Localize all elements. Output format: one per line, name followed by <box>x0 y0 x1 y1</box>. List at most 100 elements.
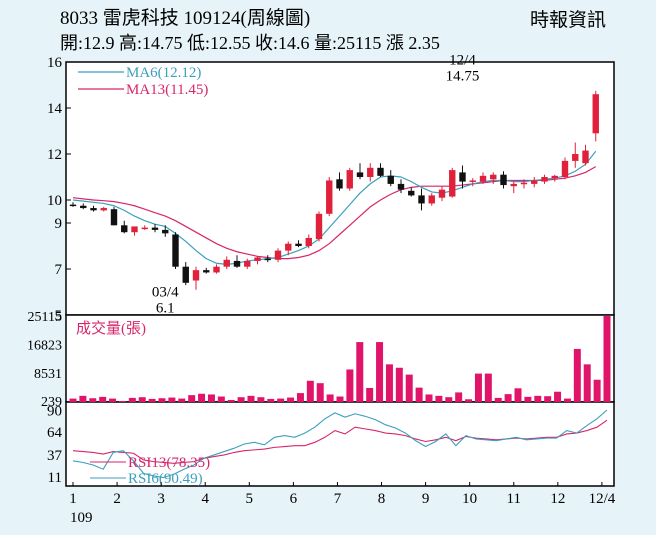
candle-body <box>572 154 579 161</box>
volume-bar <box>217 396 225 402</box>
price-legend: MA6(12.12)MA13(11.45) <box>78 65 208 98</box>
volume-tick-label: 16823 <box>27 338 62 353</box>
ma6-line <box>72 150 597 266</box>
price-annotation: 03/4 <box>152 285 179 301</box>
volume-tick-label: 239 <box>41 395 62 410</box>
volume-panel <box>65 314 615 403</box>
candle-body <box>367 167 374 177</box>
candle-body <box>449 170 456 197</box>
candle-body <box>172 234 179 267</box>
volume-bar <box>573 348 581 402</box>
rsi-tick-label: 90 <box>47 403 62 419</box>
price-annotation: 14.75 <box>446 68 480 84</box>
volume-bar <box>425 394 433 402</box>
candle-body <box>551 175 558 179</box>
candle-body <box>110 209 118 226</box>
rsi-tick-label: 64 <box>47 425 63 441</box>
volume-bar <box>356 342 364 402</box>
price-tick-label: 7 <box>55 262 63 278</box>
volume-bar <box>89 398 97 402</box>
x-axis-ticks: 1 2 3 4 5 6 7 8 9 10 11 12 12/4 <box>69 482 616 507</box>
candle-body <box>121 225 128 233</box>
x-tick-label: 12 <box>550 491 565 507</box>
candle-body <box>192 270 200 281</box>
price-tick-label: 10 <box>47 193 62 209</box>
price-annotation: 12/4 <box>449 52 476 68</box>
candle-body <box>418 195 425 204</box>
volume-title: 成交量(張) <box>76 319 146 337</box>
rsi-legend-label: RSI6(90.49) <box>128 471 203 487</box>
x-tick-label: 12/4 <box>589 491 616 507</box>
price-tick-label: 9 <box>55 216 63 232</box>
volume-bar <box>474 373 482 402</box>
volume-bar <box>158 398 166 402</box>
volume-bar <box>583 364 591 402</box>
candle-body <box>151 227 159 230</box>
candle-body <box>315 213 323 240</box>
candle-body <box>295 243 302 246</box>
volume-bar <box>128 397 136 402</box>
candle-body <box>397 183 405 190</box>
volume-bar <box>118 400 126 402</box>
volume-bar <box>247 395 255 402</box>
candle-body <box>69 204 77 207</box>
candle-body <box>244 260 251 267</box>
volume-bar <box>484 373 492 402</box>
x-axis-year: 109 <box>70 510 93 526</box>
volume-bar <box>296 393 304 402</box>
price-tick-label: 5 <box>55 308 63 324</box>
volume-bar <box>188 395 196 402</box>
x-tick-label: 8 <box>378 491 386 507</box>
rsi-tick-label: 11 <box>48 470 62 486</box>
price-annotations: 12/414.75 03/46.1 <box>152 52 479 316</box>
candle-body <box>100 208 107 211</box>
rsi-legend: RSI13(78.35)RSI6(90.49) <box>90 455 210 487</box>
volume-bar <box>326 394 334 402</box>
candle-body <box>336 179 343 189</box>
volume-bar <box>405 374 413 402</box>
volume-bar <box>435 395 443 402</box>
volume-bar <box>168 397 176 402</box>
volume-tick-label: 25115 <box>28 310 62 325</box>
candle-body <box>377 167 384 176</box>
x-tick-label: 4 <box>201 491 209 507</box>
x-tick-label: 5 <box>246 491 254 507</box>
volume-bar <box>148 398 156 402</box>
rsi-legend-label: RSI13(78.35) <box>128 455 210 471</box>
candle-body <box>531 180 538 184</box>
volume-bar <box>287 397 295 402</box>
volume-bar <box>465 399 473 402</box>
volume-bar <box>385 364 393 402</box>
volume-bar <box>504 394 512 402</box>
volume-bar <box>69 398 77 402</box>
volume-bar <box>277 398 285 402</box>
candle-body <box>213 266 220 273</box>
candle-body <box>520 182 528 185</box>
volume-bar <box>445 397 453 402</box>
volume-bars <box>69 316 611 402</box>
candle-body <box>592 94 599 134</box>
volume-bar <box>138 397 146 402</box>
rsi6-line <box>72 409 608 479</box>
candle-body <box>459 172 466 182</box>
x-tick-label: 9 <box>422 491 430 507</box>
candle-body <box>274 250 282 260</box>
candle-body <box>490 174 497 180</box>
candle-body <box>80 205 87 209</box>
candle-body <box>510 183 517 187</box>
x-tick-label: 6 <box>290 491 298 507</box>
volume-bar <box>603 316 611 402</box>
volume-bar <box>227 399 235 402</box>
volume-bar <box>554 391 562 402</box>
volume-y-ticks: 25115 16823 8531 239 <box>27 310 62 410</box>
source-label: 時報資訊 <box>530 10 607 31</box>
volume-bar <box>346 369 354 402</box>
candle-body <box>90 208 97 211</box>
candle-body <box>346 170 353 189</box>
x-tick-label: 7 <box>334 491 342 507</box>
volume-bar <box>395 367 403 402</box>
candle-body <box>233 260 241 267</box>
x-tick-label: 2 <box>113 491 121 507</box>
